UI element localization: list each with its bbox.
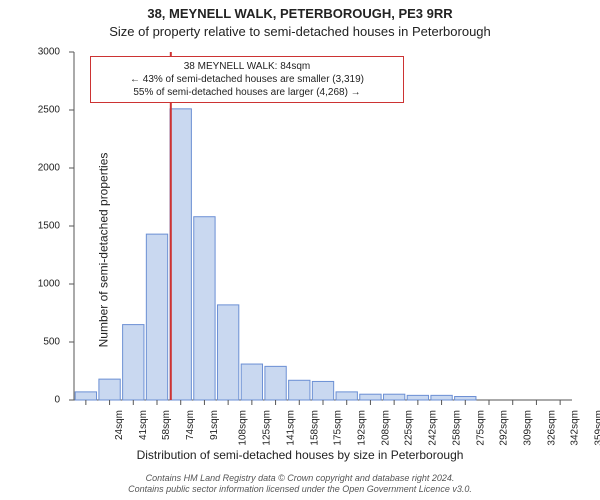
y-tick-label: 0 [20, 395, 60, 406]
x-tick-label: 292sqm [499, 410, 510, 446]
x-tick-label: 108sqm [238, 410, 249, 446]
x-tick-label: 225sqm [404, 410, 415, 446]
chart-title-line1: 38, MEYNELL WALK, PETERBOROUGH, PE3 9RR [0, 6, 600, 21]
callout-line3: 55% of semi-detached houses are larger (… [97, 86, 397, 99]
x-tick-label: 309sqm [523, 410, 534, 446]
y-tick-label: 2500 [20, 105, 60, 116]
callout-line2: ← 43% of semi-detached houses are smalle… [97, 73, 397, 86]
y-tick-label: 1000 [20, 279, 60, 290]
y-tick-label: 2000 [20, 163, 60, 174]
attribution-line1: Contains HM Land Registry data © Crown c… [0, 473, 600, 485]
x-tick-label: 275sqm [475, 410, 486, 446]
y-tick-label: 500 [20, 337, 60, 348]
y-tick-label: 1500 [20, 221, 60, 232]
callout-box: 38 MEYNELL WALK: 84sqm ← 43% of semi-det… [90, 56, 404, 103]
attribution-line2: Contains public sector information licen… [0, 484, 600, 496]
x-tick-label: 91sqm [209, 410, 220, 440]
x-axis-label: Distribution of semi-detached houses by … [0, 448, 600, 462]
x-tick-label: 258sqm [451, 410, 462, 446]
chart-page: { "title_line1": "38, MEYNELL WALK, PETE… [0, 0, 600, 500]
x-tick-label: 342sqm [570, 410, 581, 446]
x-tick-label: 359sqm [594, 410, 600, 446]
x-tick-label: 141sqm [285, 410, 296, 446]
attribution: Contains HM Land Registry data © Crown c… [0, 473, 600, 496]
y-tick-label: 3000 [20, 47, 60, 58]
x-tick-label: 74sqm [185, 410, 196, 440]
x-tick-label: 24sqm [114, 410, 125, 440]
x-tick-label: 208sqm [380, 410, 391, 446]
x-tick-label: 242sqm [428, 410, 439, 446]
x-tick-label: 41sqm [138, 410, 149, 440]
x-tick-label: 158sqm [309, 410, 320, 446]
callout-line1: 38 MEYNELL WALK: 84sqm [97, 60, 397, 73]
x-tick-label: 58sqm [161, 410, 172, 440]
x-tick-label: 125sqm [262, 410, 273, 446]
chart-title-line2: Size of property relative to semi-detach… [0, 24, 600, 39]
x-tick-label: 175sqm [333, 410, 344, 446]
x-tick-label: 326sqm [546, 410, 557, 446]
x-tick-label: 192sqm [357, 410, 368, 446]
